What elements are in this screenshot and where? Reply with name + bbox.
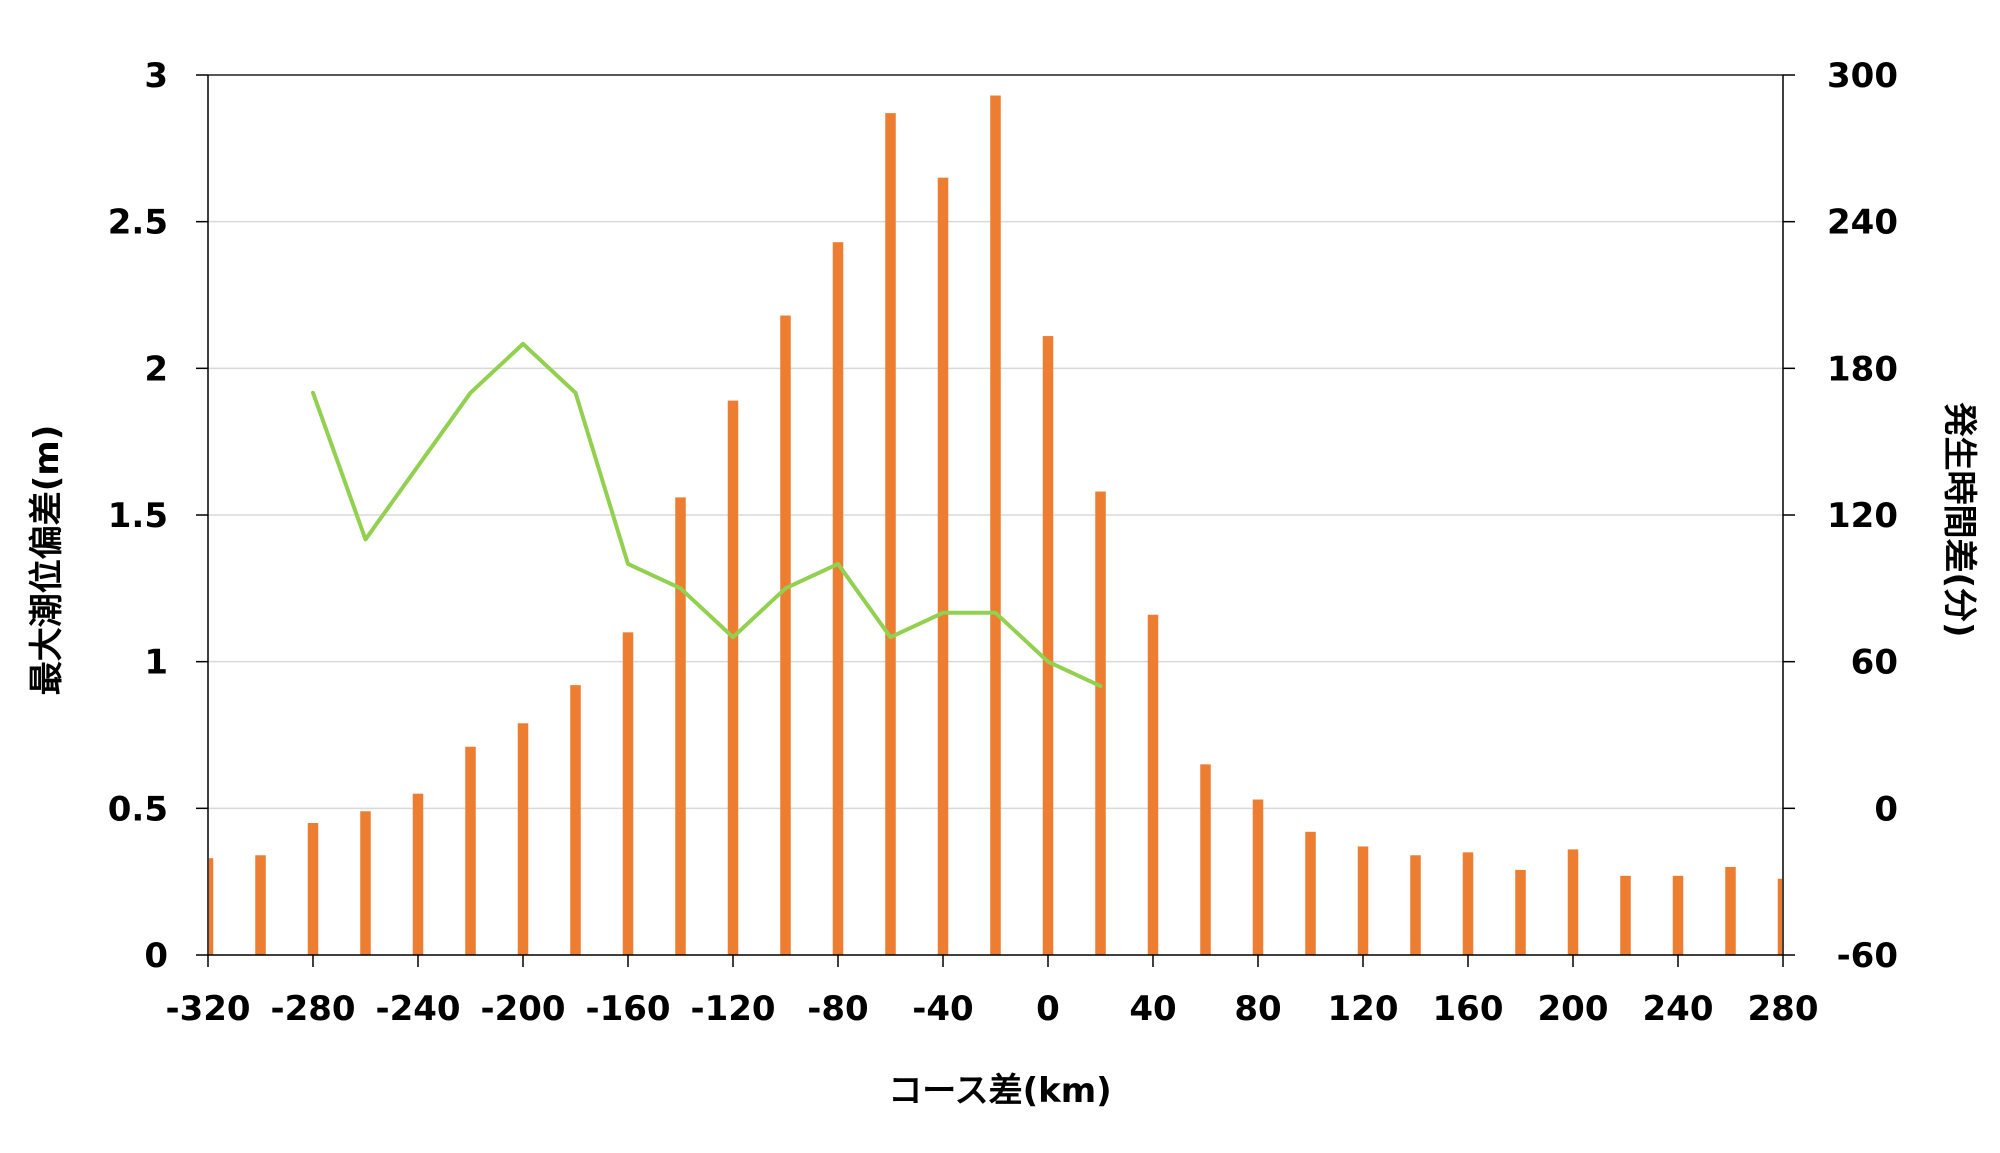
bar (1042, 336, 1054, 956)
y-axis-title: 最大潮位偏差(m) (27, 425, 67, 696)
bar (1200, 764, 1211, 955)
bar (1620, 875, 1631, 955)
x-tick-label: 280 (1748, 989, 1819, 1029)
y-tick-label: 1.5 (108, 496, 168, 536)
bar (832, 242, 844, 955)
line-series-path (311, 341, 1103, 689)
bar (937, 177, 949, 955)
bar (780, 315, 791, 955)
x-tick-label: 200 (1538, 989, 1609, 1029)
y-tick-label: 0 (144, 936, 168, 976)
bar (360, 811, 371, 955)
y2-tick-label: 180 (1827, 349, 1898, 389)
bar (1567, 849, 1579, 955)
x-tick-label: 0 (1036, 989, 1060, 1029)
bar (1095, 491, 1106, 955)
y-tick-label: 2 (144, 349, 168, 389)
bar (465, 746, 476, 955)
bar (517, 723, 529, 955)
bar (1147, 614, 1159, 955)
x-tick-label: -320 (165, 989, 250, 1029)
bar (1305, 831, 1316, 955)
x-tick-label: 120 (1328, 989, 1399, 1029)
bar (209, 858, 214, 955)
bar (1672, 875, 1684, 955)
x-tick-label: 160 (1433, 989, 1504, 1029)
y2-tick-label: 120 (1827, 496, 1898, 536)
bar (1410, 855, 1421, 955)
bar (727, 400, 739, 956)
bar (885, 113, 896, 956)
x-tick-label: -120 (690, 989, 775, 1029)
x-tick-label: -160 (585, 989, 670, 1029)
y-tick-label: 2.5 (108, 203, 168, 243)
x-tick-label: 40 (1129, 989, 1176, 1029)
y2-tick-label: 300 (1827, 56, 1898, 96)
bar (1252, 799, 1264, 955)
bar (255, 855, 266, 955)
x-tick-label: -200 (480, 989, 565, 1029)
y2-tick-label: 60 (1851, 643, 1898, 683)
y2-tick-label: 0 (1874, 789, 1898, 829)
x-tick-label: -40 (912, 989, 973, 1029)
bar-series (209, 95, 1782, 956)
bar (1462, 852, 1474, 955)
x-axis-title: コース差(km) (888, 1071, 1111, 1111)
bar (622, 632, 634, 955)
bar (412, 793, 424, 955)
x-tick-label: 240 (1643, 989, 1714, 1029)
axes (196, 74, 1795, 967)
y2-axis-title: 発生時間差(分) (1939, 402, 1979, 637)
bar (675, 497, 686, 955)
line-series (311, 341, 1103, 689)
y-tick-label: 3 (144, 56, 168, 96)
bar (1515, 869, 1526, 955)
y-tick-label: 0.5 (108, 789, 168, 829)
bar (307, 823, 319, 955)
bar (1725, 867, 1736, 955)
x-tick-label: -280 (270, 989, 355, 1029)
y2-tick-label: 240 (1827, 203, 1898, 243)
y2-tick-label: -60 (1837, 936, 1898, 976)
bar (570, 685, 581, 955)
y-tick-label: 1 (144, 643, 168, 683)
x-tick-label: 80 (1234, 989, 1281, 1029)
bar (990, 95, 1001, 956)
bar (1357, 846, 1369, 955)
bar (1777, 878, 1782, 955)
x-tick-label: -240 (375, 989, 460, 1029)
x-tick-label: -80 (807, 989, 868, 1029)
